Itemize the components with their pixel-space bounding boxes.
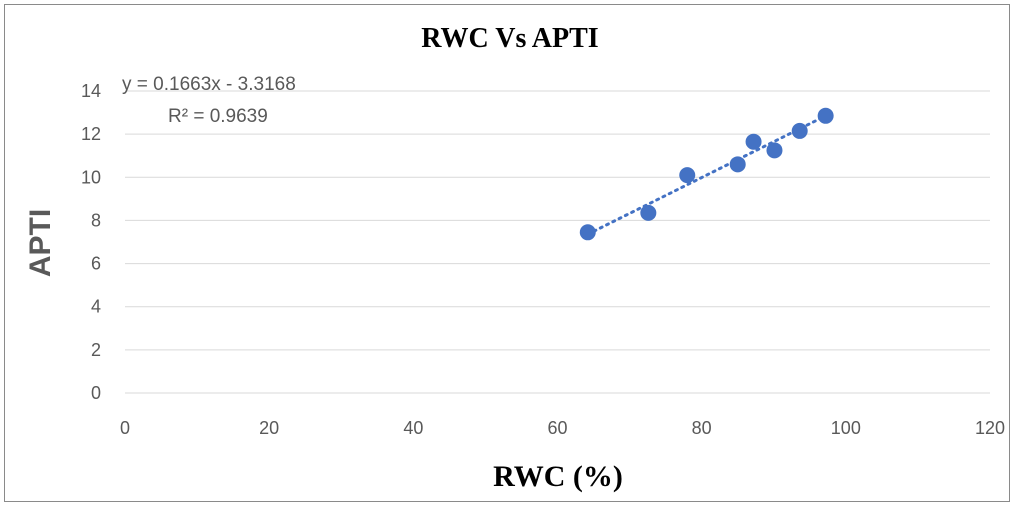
y-tick-label: 10 (81, 167, 101, 187)
chart-title: RWC Vs APTI (421, 23, 598, 54)
y-tick-label: 8 (91, 210, 101, 230)
data-point (640, 204, 657, 221)
x-tick-label: 20 (259, 418, 279, 438)
data-points (579, 107, 834, 241)
x-tick-label: 80 (692, 418, 712, 438)
y-axis-label: APTI (24, 209, 57, 277)
x-tick-label: 60 (547, 418, 567, 438)
x-axis-ticks: 0 20 40 60 80 100 120 (120, 418, 1005, 438)
y-tick-label: 14 (81, 81, 101, 101)
gridlines (125, 90, 990, 394)
data-point (745, 133, 762, 150)
trendline-r-squared: R² = 0.9639 (168, 106, 268, 127)
chart-frame (4, 4, 1010, 502)
x-tick-label: 100 (831, 418, 861, 438)
trendline (586, 114, 828, 236)
y-tick-label: 12 (81, 124, 101, 144)
data-point (817, 107, 834, 124)
data-point (729, 156, 746, 173)
x-axis-label: RWC (%) (493, 460, 623, 493)
x-tick-label: 120 (975, 418, 1005, 438)
data-point (766, 142, 783, 159)
trendline-equation: y = 0.1663x - 3.3168 (122, 74, 296, 95)
x-tick-label: 0 (120, 418, 130, 438)
y-axis-ticks: 0 2 4 6 8 10 12 14 (81, 81, 101, 403)
y-tick-label: 0 (91, 383, 101, 403)
data-point (579, 224, 596, 241)
y-tick-label: 4 (91, 297, 101, 317)
data-point (679, 167, 696, 184)
data-point (791, 122, 808, 139)
trendline-group (586, 114, 828, 236)
y-tick-label: 2 (91, 340, 101, 360)
y-tick-label: 6 (91, 254, 101, 274)
x-tick-label: 40 (403, 418, 423, 438)
